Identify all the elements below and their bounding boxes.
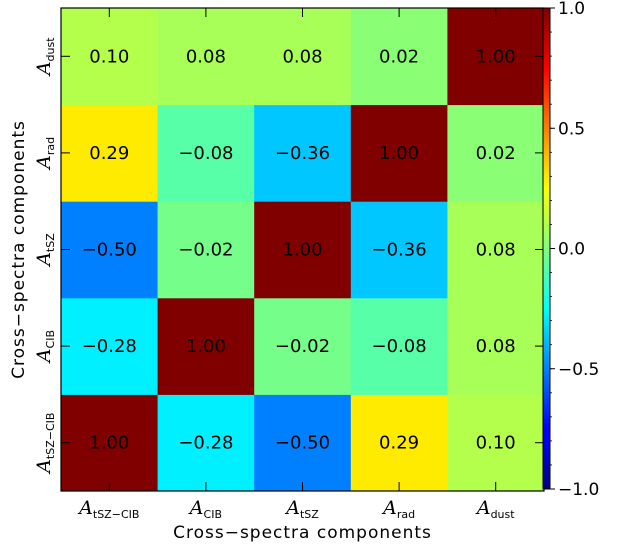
cell-value-label: 1.00 <box>379 143 419 164</box>
cell-value-label: 0.29 <box>379 433 419 454</box>
cell-value-label: 1.00 <box>282 240 322 261</box>
cell-value-label: 1.00 <box>476 46 516 67</box>
category-tick-label: AtSZ−CIB <box>33 413 57 475</box>
cell-value-label: −0.08 <box>178 143 233 164</box>
colorbar-tick-label: 0.0 <box>558 240 585 260</box>
colorbar <box>543 8 550 489</box>
colorbar-tick-label: 1.0 <box>558 0 585 19</box>
category-tick-label: AtSZ <box>284 497 319 521</box>
category-tick-label: ACIB <box>33 330 57 364</box>
cell-value-label: −0.50 <box>275 433 330 454</box>
cell-value-label: −0.50 <box>82 240 137 261</box>
cell-value-label: −0.02 <box>178 240 233 261</box>
cell-value-label: −0.02 <box>275 336 330 357</box>
cell-value-label: −0.36 <box>372 240 427 261</box>
cell-value-label: 0.08 <box>476 336 516 357</box>
category-tick-label: Adust <box>33 37 57 77</box>
cell-value-label: 0.08 <box>186 46 226 67</box>
y-axis-tick-labels: AtSZ−CIB ACIB AtSZ Arad Adust <box>33 37 57 475</box>
category-tick-label: ACIB <box>188 497 222 521</box>
category-tick-label: AtSZ−CIB <box>77 497 139 521</box>
colorbar-tick-label: −1.0 <box>558 480 599 500</box>
category-tick-label: Adust <box>475 497 515 521</box>
x-axis-title: Cross−spectra components <box>173 523 432 543</box>
cell-value-label: 0.10 <box>89 46 129 67</box>
cell-value-label: −0.08 <box>372 336 427 357</box>
cell-value-label: 0.10 <box>476 433 516 454</box>
category-tick-label: Arad <box>381 497 415 521</box>
cell-value-label: 0.29 <box>89 143 129 164</box>
x-axis-tick-labels: AtSZ−CIB ACIB AtSZ Arad Adust <box>77 497 515 521</box>
cell-value-label: −0.28 <box>82 336 137 357</box>
cell-value-label: 0.08 <box>476 240 516 261</box>
cell-value-label: 0.02 <box>476 143 516 164</box>
category-tick-label: AtSZ <box>33 233 57 268</box>
colorbar-tick-label: 0.5 <box>558 119 585 139</box>
colorbar-tick-label: −0.5 <box>558 360 599 380</box>
cell-value-label: 0.08 <box>282 46 322 67</box>
cell-value-label: 1.00 <box>89 433 129 454</box>
cell-value-label: −0.28 <box>178 433 233 454</box>
y-axis-title: Cross−spectra components <box>9 120 29 379</box>
category-tick-label: Arad <box>33 137 57 171</box>
cell-value-label: −0.36 <box>275 143 330 164</box>
colorbar-ticks: 1.0 0.5 0.0 −0.5 −1.0 <box>550 0 599 500</box>
cell-value-label: 1.00 <box>186 336 226 357</box>
cell-value-label: 0.02 <box>379 46 419 67</box>
